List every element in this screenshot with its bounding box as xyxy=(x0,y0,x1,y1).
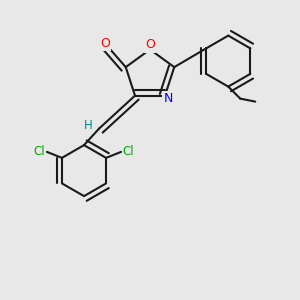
Text: N: N xyxy=(163,92,173,105)
Text: Cl: Cl xyxy=(123,146,134,158)
Text: H: H xyxy=(84,119,93,132)
Text: O: O xyxy=(145,38,155,52)
Text: O: O xyxy=(100,37,110,50)
Text: Cl: Cl xyxy=(34,146,45,158)
